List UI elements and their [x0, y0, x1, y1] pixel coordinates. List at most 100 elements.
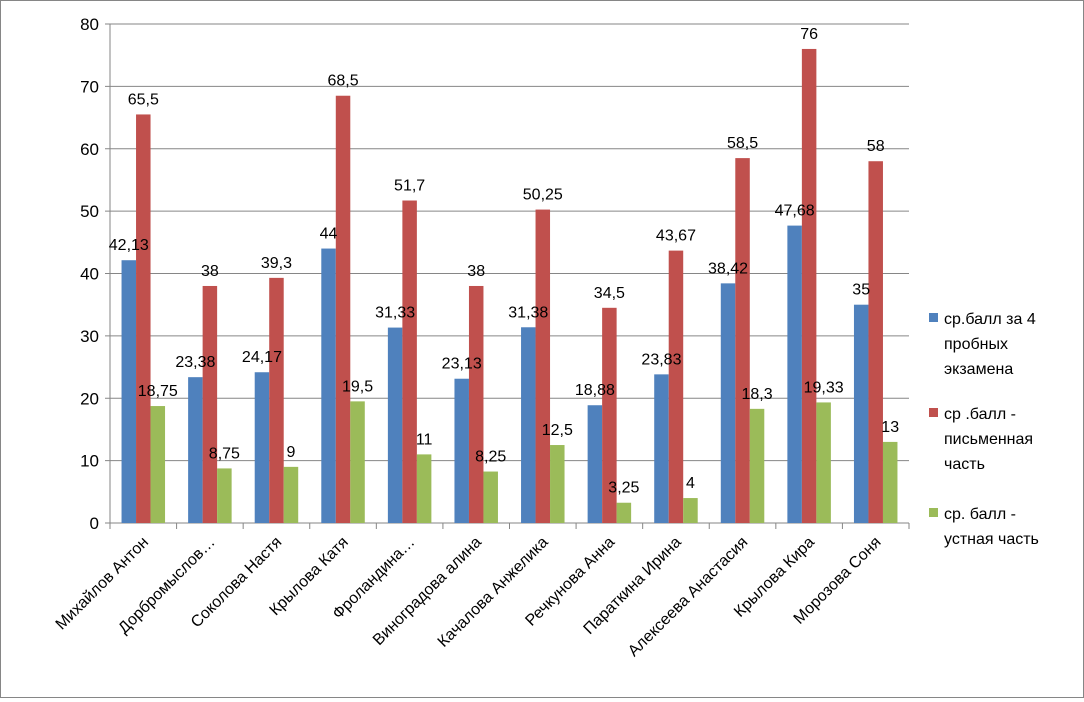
bar	[150, 406, 166, 523]
data-label: 34,5	[594, 285, 625, 302]
data-label: 3,25	[608, 480, 639, 497]
data-label: 23,83	[641, 351, 681, 368]
bar	[387, 327, 403, 523]
bar	[483, 471, 498, 523]
data-label: 43,67	[656, 228, 696, 245]
data-label: 19,5	[342, 378, 373, 395]
data-label: 76	[800, 26, 818, 43]
bar	[402, 200, 417, 524]
data-label: 68,5	[327, 73, 358, 90]
bar	[217, 468, 232, 523]
data-label: 8,75	[209, 445, 240, 462]
data-label: 51,7	[394, 178, 425, 195]
y-tick-label: 30	[80, 327, 99, 346]
category-label: Качалова Анжелика	[435, 534, 552, 651]
data-label: 9	[287, 444, 296, 461]
bar	[335, 95, 351, 523]
category-label: Алексеева Анастасия	[625, 534, 751, 660]
legend-label: пробных	[944, 336, 1008, 353]
data-label: 58,5	[727, 135, 758, 152]
data-label: 4	[686, 475, 695, 492]
y-tick-label: 80	[80, 15, 99, 34]
bar	[283, 466, 299, 523]
bar	[749, 408, 765, 523]
bar	[602, 307, 617, 523]
bar	[269, 277, 284, 523]
legend-swatch	[929, 408, 938, 417]
bar	[254, 372, 270, 523]
legend-label: ср. балл -	[944, 506, 1016, 523]
data-label: 23,38	[175, 354, 215, 371]
y-tick-label: 50	[80, 202, 99, 221]
data-label: 39,3	[261, 255, 292, 272]
y-tick-label: 10	[80, 452, 99, 471]
y-tick-label: 40	[80, 265, 99, 284]
data-label: 31,33	[375, 305, 415, 322]
bar	[350, 401, 365, 523]
data-label: 19,33	[804, 379, 844, 396]
data-label: 18,75	[138, 383, 178, 400]
bars	[121, 48, 898, 524]
data-label: 65,5	[128, 91, 159, 108]
data-label: 42,13	[109, 237, 149, 254]
data-label: 50,25	[523, 187, 563, 204]
legend-label: письменная	[944, 431, 1033, 448]
data-label: 35	[852, 282, 870, 299]
legend-swatch	[929, 313, 938, 322]
bar	[668, 250, 684, 523]
bar	[521, 327, 536, 523]
y-tick-label: 20	[80, 389, 99, 408]
bar	[801, 48, 817, 523]
y-tick-label: 70	[80, 77, 99, 96]
data-label: 12,5	[542, 422, 573, 439]
data-label: 38	[201, 263, 219, 280]
legend-swatch	[929, 508, 938, 517]
bar	[853, 304, 869, 523]
bar	[535, 209, 551, 524]
data-label: 58	[867, 138, 885, 155]
legend-label: ср .балл -	[944, 406, 1016, 423]
gridlines	[110, 23, 909, 462]
data-label: 44	[320, 226, 338, 243]
legend-label: часть	[944, 456, 985, 473]
data-label: 18,3	[741, 386, 772, 403]
bar	[188, 377, 203, 523]
bar	[683, 498, 698, 523]
bar	[416, 454, 432, 523]
bar	[454, 378, 469, 523]
legend: ср.балл за 4 пробных экзамена ср .балл - пис…	[929, 311, 1039, 548]
data-label: 13	[881, 419, 899, 436]
bar	[882, 441, 898, 523]
legend-label: ср.балл за 4	[944, 311, 1036, 328]
bar	[136, 114, 151, 523]
category-label: Виноградова алина	[370, 534, 485, 649]
bar	[550, 445, 565, 523]
bar	[616, 502, 632, 523]
y-tick-label: 60	[80, 140, 99, 159]
legend-label: устная часть	[944, 531, 1039, 548]
bar	[787, 225, 802, 523]
data-label: 31,38	[508, 304, 548, 321]
bar	[121, 260, 137, 523]
bar	[202, 285, 218, 523]
bar	[720, 283, 736, 523]
data-label: 38	[467, 263, 485, 280]
bar	[816, 402, 831, 523]
data-label: 8,25	[475, 449, 506, 466]
data-label: 38,42	[708, 260, 748, 277]
data-label: 23,13	[442, 356, 482, 373]
bar	[735, 158, 750, 523]
data-label: 47,68	[775, 203, 815, 220]
bar	[321, 248, 336, 524]
bar	[587, 405, 603, 523]
bar	[868, 161, 883, 523]
data-labels: 42,13 65,5 18,75 23,38 38 8,75 24,17 39,3 9 44 68,…	[109, 26, 899, 497]
y-tick-label: 0	[90, 514, 99, 533]
data-label: 11	[416, 431, 433, 448]
data-label: 24,17	[242, 349, 282, 366]
data-label: 18,88	[575, 382, 615, 399]
legend-label: экзамена	[944, 361, 1013, 378]
bar	[468, 285, 484, 523]
